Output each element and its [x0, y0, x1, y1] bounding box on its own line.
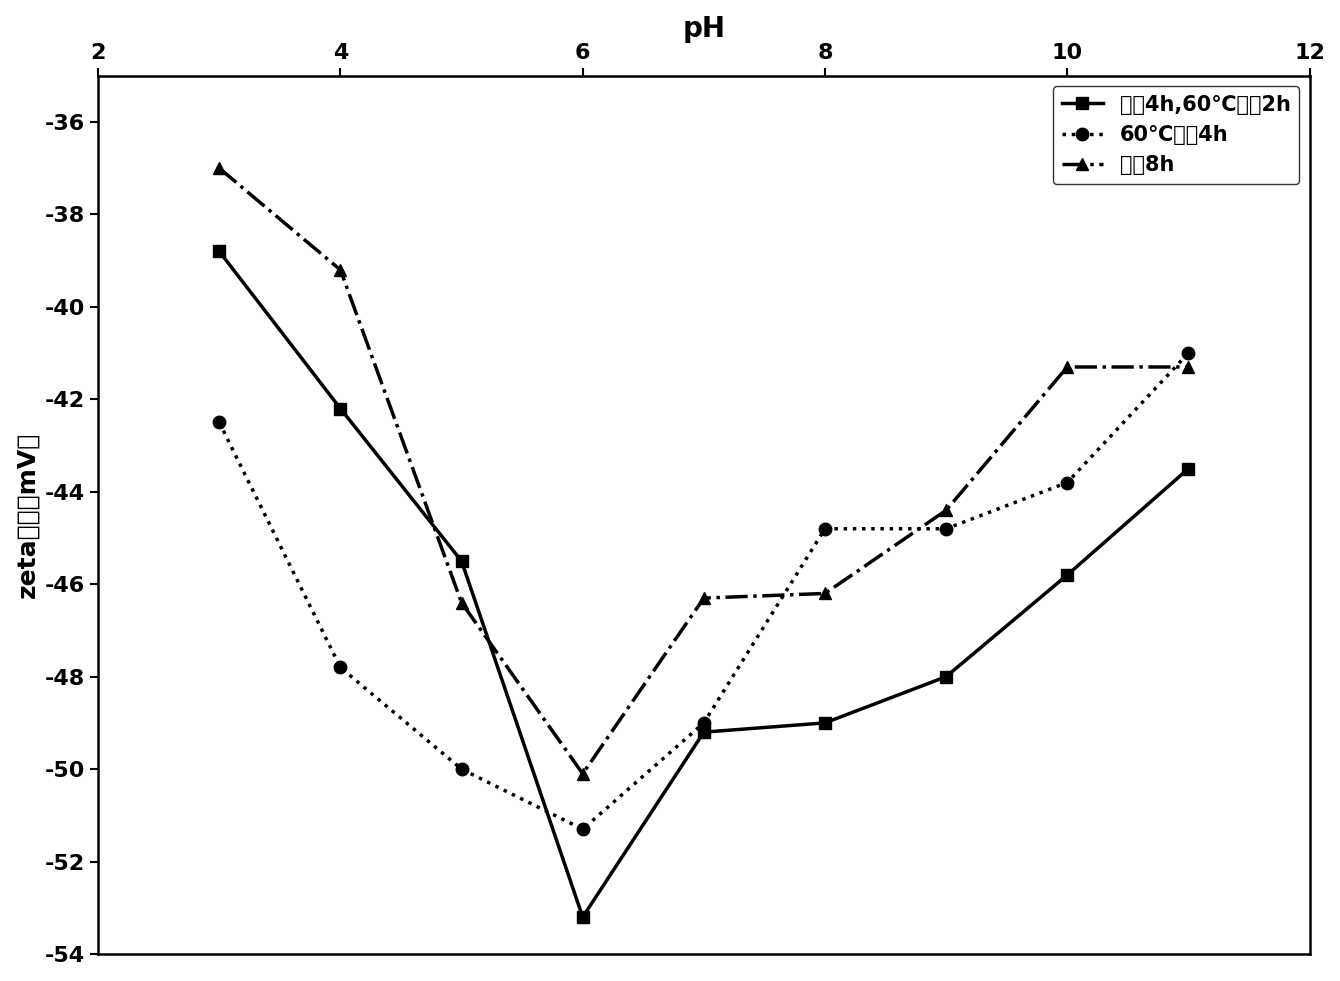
- 超声4h,60℃回流2h: [575, 911, 591, 923]
- 超声8h: [332, 264, 348, 276]
- Legend: 超声4h,60℃回流2h, 60℃回流4h, 超声8h: 超声4h,60℃回流2h, 60℃回流4h, 超声8h: [1053, 86, 1300, 183]
- 60℃回流4h: [1059, 477, 1075, 489]
- Line: 60℃回流4h: 60℃回流4h: [213, 347, 1195, 836]
- 超声4h,60℃回流2h: [212, 245, 228, 257]
- 60℃回流4h: [817, 523, 833, 535]
- 60℃回流4h: [212, 417, 228, 429]
- 超声8h: [453, 596, 469, 608]
- 超声8h: [1181, 361, 1197, 373]
- 超声4h,60℃回流2h: [817, 717, 833, 729]
- 60℃回流4h: [938, 523, 954, 535]
- 超声8h: [938, 504, 954, 516]
- Y-axis label: zeta电位（mV）: zeta电位（mV）: [15, 432, 39, 598]
- 60℃回流4h: [453, 763, 469, 775]
- 超声8h: [695, 593, 712, 604]
- 超声4h,60℃回流2h: [938, 671, 954, 683]
- 超声4h,60℃回流2h: [1181, 463, 1197, 475]
- 超声8h: [1059, 361, 1075, 373]
- Line: 超声4h,60℃回流2h: 超声4h,60℃回流2h: [213, 245, 1195, 923]
- X-axis label: pH: pH: [682, 15, 725, 43]
- 60℃回流4h: [575, 823, 591, 835]
- 60℃回流4h: [332, 661, 348, 673]
- 超声4h,60℃回流2h: [695, 726, 712, 738]
- Line: 超声8h: 超声8h: [213, 162, 1195, 780]
- 60℃回流4h: [695, 717, 712, 729]
- 超声4h,60℃回流2h: [1059, 569, 1075, 581]
- 60℃回流4h: [1181, 347, 1197, 359]
- 超声8h: [212, 162, 228, 174]
- 超声4h,60℃回流2h: [453, 555, 469, 567]
- 超声4h,60℃回流2h: [332, 402, 348, 414]
- 超声8h: [575, 768, 591, 780]
- 超声8h: [817, 588, 833, 599]
